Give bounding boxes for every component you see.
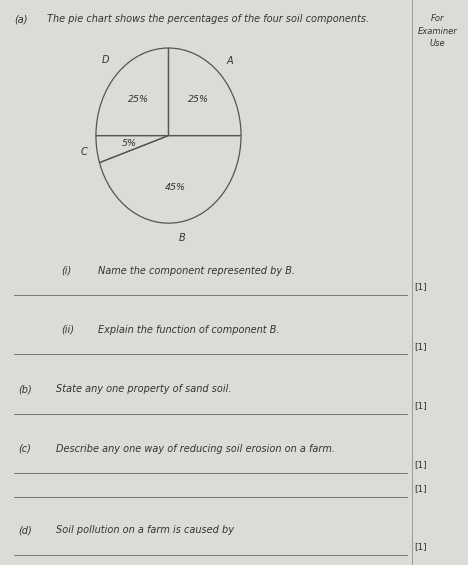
Text: 5%: 5% — [122, 138, 137, 147]
Text: 25%: 25% — [188, 95, 209, 104]
Text: Name the component represented by B.: Name the component represented by B. — [98, 266, 295, 276]
Text: State any one property of sand soil.: State any one property of sand soil. — [56, 384, 232, 394]
Text: B: B — [178, 233, 185, 242]
Text: The pie chart shows the percentages of the four soil components.: The pie chart shows the percentages of t… — [47, 14, 369, 24]
Text: [1]: [1] — [414, 282, 427, 292]
Text: (ii): (ii) — [61, 325, 74, 335]
Text: C: C — [80, 147, 88, 157]
Text: (a): (a) — [14, 14, 28, 24]
Text: Examiner: Examiner — [418, 27, 457, 36]
Text: Explain the function of component B.: Explain the function of component B. — [98, 325, 280, 335]
Text: Use: Use — [430, 39, 446, 48]
Text: (d): (d) — [19, 525, 32, 536]
Text: (b): (b) — [19, 384, 32, 394]
Text: [1]: [1] — [414, 542, 427, 551]
Text: A: A — [227, 56, 234, 66]
Text: For: For — [431, 14, 444, 23]
Text: Describe any one way of reducing soil erosion on a farm.: Describe any one way of reducing soil er… — [56, 444, 335, 454]
Text: 45%: 45% — [165, 183, 186, 192]
Text: [1]: [1] — [414, 460, 427, 470]
Text: D: D — [102, 55, 110, 65]
Text: [1]: [1] — [414, 342, 427, 351]
Text: (i): (i) — [61, 266, 71, 276]
Text: [1]: [1] — [414, 401, 427, 410]
Text: Soil pollution on a farm is caused by: Soil pollution on a farm is caused by — [56, 525, 234, 536]
Text: (c): (c) — [19, 444, 32, 454]
Text: [1]: [1] — [414, 484, 427, 493]
Text: 25%: 25% — [128, 95, 149, 104]
